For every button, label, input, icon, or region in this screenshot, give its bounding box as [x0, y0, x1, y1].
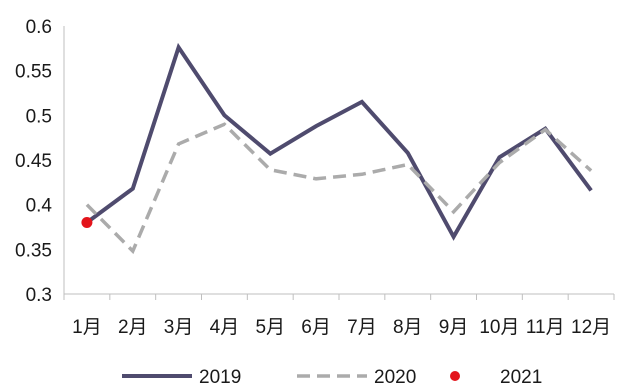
legend-marker-2021 [450, 371, 460, 381]
axes [63, 26, 615, 300]
x-tick-label: 8月 [393, 317, 423, 338]
point-2021 [81, 217, 93, 229]
y-tick-label: 0.45 [15, 151, 52, 172]
x-tick-label: 5月 [255, 317, 285, 338]
series-line-2020 [85, 122, 593, 255]
y-tick-label: 0.6 [26, 17, 52, 38]
series-lines [81, 42, 593, 255]
y-tick-label: 0.55 [15, 62, 52, 83]
x-tick-label: 6月 [301, 317, 331, 338]
x-tick-label: 2月 [118, 317, 148, 338]
series-line-2019 [85, 42, 593, 241]
x-tick-labels: 1月 2月 3月 4月 5月 6月 7月 8月 9月 10月 11月 12月 [72, 317, 611, 338]
x-tick-label: 11月 [526, 317, 565, 338]
y-tick-label: 0.5 [26, 106, 52, 127]
y-tick-label: 0.35 [15, 240, 52, 261]
x-tick-label: 1月 [72, 317, 102, 338]
y-tick-label: 0.4 [26, 196, 53, 217]
x-tick-label: 7月 [347, 317, 377, 338]
legend-label-2020: 2020 [374, 367, 416, 385]
x-tick-label: 4月 [210, 317, 240, 338]
legend-label-2019: 2019 [199, 367, 241, 385]
x-tick-label: 9月 [439, 317, 469, 338]
y-tick-label: 0.3 [26, 285, 52, 306]
y-tick-labels: 0.3 0.35 0.4 0.45 0.5 0.55 0.6 [15, 17, 52, 306]
x-tick-label: 3月 [164, 317, 194, 338]
x-tick-label: 10月 [479, 317, 519, 338]
legend-label-2021: 2021 [500, 367, 542, 385]
legend: 2019 2020 2021 [122, 367, 542, 388]
x-tick-label: 12月 [571, 317, 611, 338]
